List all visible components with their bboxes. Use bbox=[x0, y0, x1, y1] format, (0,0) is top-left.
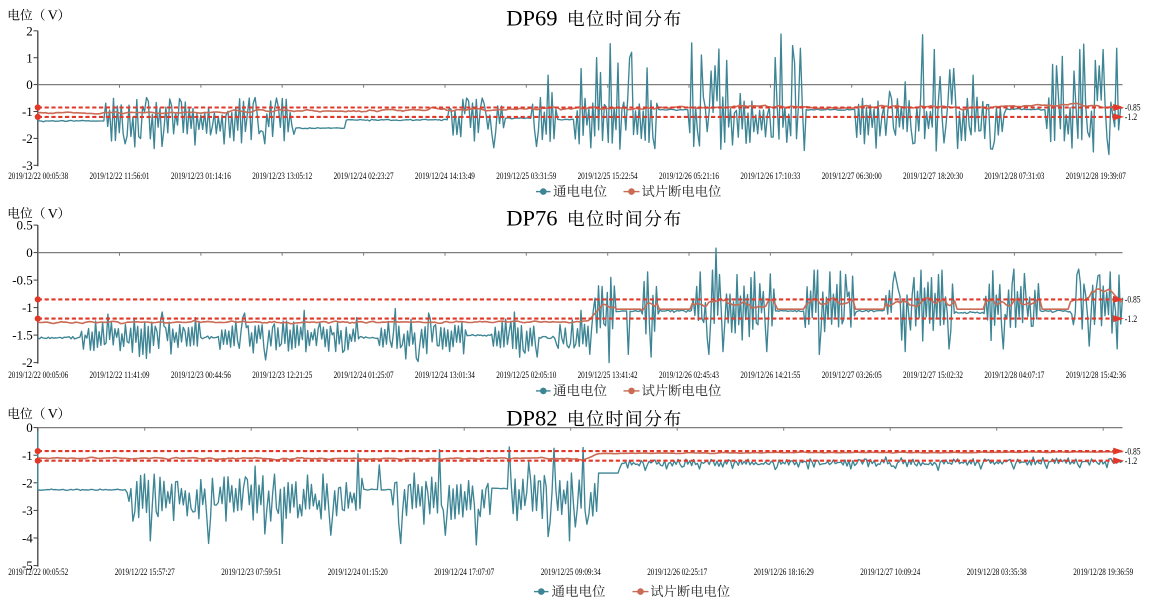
svg-text:V: V bbox=[48, 9, 58, 24]
svg-text:DP69: DP69 bbox=[506, 6, 557, 31]
svg-text:2019/12/25 15:22:54: 2019/12/25 15:22:54 bbox=[578, 171, 638, 181]
svg-text:2019/12/22 11:56:01: 2019/12/22 11:56:01 bbox=[90, 171, 150, 181]
svg-text:-1.5: -1.5 bbox=[12, 328, 33, 343]
svg-text:DP76: DP76 bbox=[506, 206, 557, 231]
svg-text:2019/12/25 13:41:42: 2019/12/25 13:41:42 bbox=[578, 370, 638, 380]
svg-text:-3: -3 bbox=[22, 158, 33, 173]
svg-text:2019/12/27 15:02:32: 2019/12/27 15:02:32 bbox=[903, 370, 963, 380]
svg-text:2019/12/23 00:44:56: 2019/12/23 00:44:56 bbox=[171, 370, 231, 380]
svg-text:0: 0 bbox=[26, 420, 33, 435]
svg-text:2019/12/24 01:15:20: 2019/12/24 01:15:20 bbox=[328, 567, 388, 577]
svg-text:2019/12/27 06:30:00: 2019/12/27 06:30:00 bbox=[822, 171, 882, 181]
svg-text:2019/12/27 03:26:05: 2019/12/27 03:26:05 bbox=[822, 370, 882, 380]
svg-text:-5: -5 bbox=[22, 558, 33, 573]
svg-text:2019/12/26 18:16:29: 2019/12/26 18:16:29 bbox=[754, 567, 814, 577]
svg-text:2019/12/22 00:05:38: 2019/12/22 00:05:38 bbox=[8, 171, 68, 181]
svg-text:2019/12/23 12:21:25: 2019/12/23 12:21:25 bbox=[252, 370, 312, 380]
svg-text:2019/12/24 14:13:49: 2019/12/24 14:13:49 bbox=[415, 171, 475, 181]
svg-text:2019/12/23 07:59:51: 2019/12/23 07:59:51 bbox=[221, 567, 281, 577]
svg-text:2019/12/28 19:39:07: 2019/12/28 19:39:07 bbox=[1066, 171, 1126, 181]
svg-text:-0.85: -0.85 bbox=[1125, 295, 1141, 305]
svg-text:2019/12/24 01:25:07: 2019/12/24 01:25:07 bbox=[334, 370, 394, 380]
svg-text:1: 1 bbox=[26, 50, 33, 65]
svg-text:-1.2: -1.2 bbox=[1125, 112, 1137, 122]
svg-text:-0.85: -0.85 bbox=[1125, 446, 1141, 456]
svg-text:2019/12/22 00:05:06: 2019/12/22 00:05:06 bbox=[8, 370, 68, 380]
svg-text:2019/12/27 18:20:30: 2019/12/27 18:20:30 bbox=[903, 171, 963, 181]
svg-text:-2: -2 bbox=[22, 131, 33, 146]
svg-text:V: V bbox=[48, 207, 58, 222]
svg-text:2019/12/28 15:42:36: 2019/12/28 15:42:36 bbox=[1066, 370, 1126, 380]
svg-text:2019/12/22 11:41:09: 2019/12/22 11:41:09 bbox=[90, 370, 150, 380]
svg-text:2019/12/24 02:23:27: 2019/12/24 02:23:27 bbox=[334, 171, 394, 181]
svg-text:-1.2: -1.2 bbox=[1125, 314, 1137, 324]
svg-text:DP82: DP82 bbox=[506, 406, 557, 431]
svg-text:2019/12/25 03:31:59: 2019/12/25 03:31:59 bbox=[496, 171, 556, 181]
svg-text:2019/12/25 02:05:10: 2019/12/25 02:05:10 bbox=[496, 370, 556, 380]
svg-text:2019/12/26 17:10:33: 2019/12/26 17:10:33 bbox=[740, 171, 800, 181]
svg-text:2019/12/23 01:14:16: 2019/12/23 01:14:16 bbox=[171, 171, 231, 181]
svg-text:2019/12/28 04:07:17: 2019/12/28 04:07:17 bbox=[984, 370, 1044, 380]
svg-text:-0.5: -0.5 bbox=[12, 273, 33, 288]
svg-text:2019/12/22 15:57:27: 2019/12/22 15:57:27 bbox=[115, 567, 175, 577]
svg-text:0: 0 bbox=[26, 245, 33, 260]
svg-text:0.5: 0.5 bbox=[17, 218, 33, 233]
svg-text:2019/12/23 13:05:12: 2019/12/23 13:05:12 bbox=[252, 171, 312, 181]
svg-text:2019/12/22 00:05:52: 2019/12/22 00:05:52 bbox=[8, 567, 68, 577]
svg-text:V: V bbox=[48, 407, 58, 422]
svg-text:2: 2 bbox=[26, 23, 33, 38]
svg-text:2019/12/26 05:21:16: 2019/12/26 05:21:16 bbox=[659, 171, 719, 181]
svg-text:2019/12/28 03:35:38: 2019/12/28 03:35:38 bbox=[967, 567, 1027, 577]
svg-text:2019/12/24 17:07:07: 2019/12/24 17:07:07 bbox=[434, 567, 494, 577]
svg-text:-1.2: -1.2 bbox=[1125, 456, 1137, 466]
svg-text:0: 0 bbox=[26, 77, 33, 92]
svg-text:2019/12/24 13:01:34: 2019/12/24 13:01:34 bbox=[415, 370, 475, 380]
svg-text:-2: -2 bbox=[22, 475, 33, 490]
svg-text:-3: -3 bbox=[22, 503, 33, 518]
svg-text:2019/12/28 07:31:03: 2019/12/28 07:31:03 bbox=[984, 171, 1044, 181]
svg-text:-4: -4 bbox=[22, 531, 33, 546]
svg-text:-0.85: -0.85 bbox=[1125, 103, 1141, 113]
svg-text:2019/12/26 14:21:55: 2019/12/26 14:21:55 bbox=[740, 370, 800, 380]
svg-text:-2: -2 bbox=[22, 355, 33, 370]
svg-text:-1: -1 bbox=[22, 104, 33, 119]
svg-text:2019/12/26 02:45:43: 2019/12/26 02:45:43 bbox=[659, 370, 719, 380]
svg-text:-1: -1 bbox=[22, 448, 33, 463]
svg-text:2019/12/25 09:09:34: 2019/12/25 09:09:34 bbox=[541, 567, 601, 577]
svg-text:2019/12/26 02:25:17: 2019/12/26 02:25:17 bbox=[647, 567, 707, 577]
svg-text:-1: -1 bbox=[22, 300, 33, 315]
svg-text:2019/12/27 10:09:24: 2019/12/27 10:09:24 bbox=[860, 567, 920, 577]
svg-text:2019/12/28 19:36:59: 2019/12/28 19:36:59 bbox=[1073, 567, 1133, 577]
